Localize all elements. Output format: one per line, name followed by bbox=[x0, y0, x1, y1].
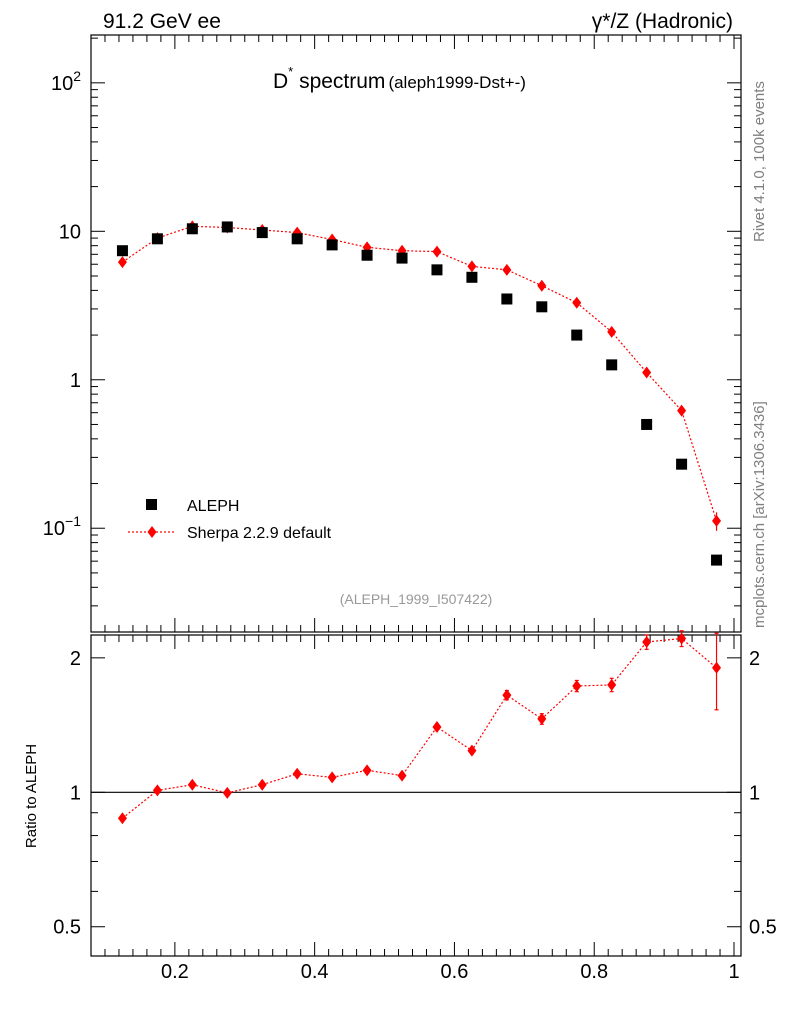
chart-title: D* spectrum (aleph1999-Dst+-) bbox=[273, 64, 526, 93]
aleph-point bbox=[606, 359, 618, 371]
ratio-y-tick-label-left: 1 bbox=[70, 782, 81, 804]
aleph-point bbox=[641, 418, 653, 430]
ratio-y-tick-label-right: 2 bbox=[749, 648, 760, 670]
aleph-point bbox=[326, 239, 338, 251]
legend: ALEPH Sherpa 2.2.9 default bbox=[128, 498, 332, 542]
sherpa-point bbox=[537, 279, 547, 292]
aleph-point bbox=[711, 554, 723, 566]
ratio-point bbox=[607, 678, 617, 691]
ratio-point bbox=[572, 679, 582, 692]
legend-label-sherpa: Sherpa 2.2.9 default bbox=[187, 525, 332, 542]
aleph-point bbox=[536, 301, 548, 313]
y-tick-label: 10 bbox=[59, 221, 81, 243]
aleph-point bbox=[116, 245, 128, 257]
ratio-y-tick-label-right: 0.5 bbox=[749, 917, 777, 939]
sherpa-point bbox=[572, 296, 582, 309]
chart-title-small: (aleph1999-Dst+-) bbox=[388, 73, 526, 92]
ratio-y-tick-label-left: 0.5 bbox=[53, 917, 81, 939]
main-panel-frame bbox=[90, 34, 742, 633]
aleph-point bbox=[466, 271, 478, 283]
sherpa-point bbox=[432, 245, 442, 258]
x-tick-label: 0.6 bbox=[441, 961, 469, 983]
aleph-point bbox=[431, 264, 443, 276]
x-tick-label: 0.4 bbox=[301, 961, 329, 983]
sherpa-point bbox=[467, 260, 477, 273]
ratio-y-tick-label-left: 2 bbox=[70, 648, 81, 670]
ratio-panel-frame bbox=[90, 634, 742, 957]
ratio-point bbox=[257, 778, 267, 791]
ratio-y-tick-label-right: 1 bbox=[749, 782, 760, 804]
y-tick-label: 1 bbox=[70, 370, 81, 392]
aleph-point bbox=[361, 249, 373, 261]
ratio-point bbox=[502, 689, 512, 702]
sherpa-point bbox=[117, 256, 127, 269]
aleph-point bbox=[221, 221, 233, 233]
aleph-point bbox=[256, 227, 268, 239]
chart-title-sup: * bbox=[288, 64, 293, 79]
chart-title-rest: spectrum bbox=[293, 70, 385, 93]
ratio-point bbox=[677, 632, 687, 645]
ratio-point bbox=[537, 712, 547, 725]
ratio-point bbox=[397, 769, 407, 782]
aleph-point bbox=[676, 458, 688, 470]
analysis-watermark: (ALEPH_1999_I507422) bbox=[340, 591, 493, 607]
ratio-ylabel: Ratio to ALEPH bbox=[23, 744, 40, 848]
header-right: γ*/Z (Hadronic) bbox=[592, 10, 733, 33]
ratio-point bbox=[292, 767, 302, 780]
ratio-point bbox=[467, 744, 477, 757]
x-tick-label: 1 bbox=[728, 961, 739, 983]
header-left: 91.2 GeV ee bbox=[103, 10, 221, 33]
aleph-point bbox=[571, 329, 583, 341]
sherpa-point bbox=[677, 404, 687, 417]
ratio-point bbox=[187, 778, 197, 791]
aleph-point bbox=[291, 233, 303, 245]
y-tick-label: 102 bbox=[51, 68, 81, 95]
ratio-point bbox=[362, 764, 372, 777]
ratio-point bbox=[642, 636, 652, 649]
ratio-line bbox=[122, 637, 717, 819]
legend-label-aleph: ALEPH bbox=[187, 498, 239, 515]
ratio-point bbox=[327, 771, 337, 784]
ratio-point bbox=[712, 661, 722, 674]
sherpa-line bbox=[122, 225, 718, 522]
legend-marker-aleph bbox=[146, 499, 157, 510]
sherpa-point bbox=[502, 263, 512, 276]
aleph-point bbox=[186, 223, 198, 235]
ratio-point bbox=[117, 812, 127, 825]
sherpa-point bbox=[607, 325, 617, 338]
sherpa-point bbox=[712, 514, 722, 527]
ratio-point bbox=[152, 784, 162, 797]
rivet-label: Rivet 4.1.0, 100k events bbox=[751, 81, 768, 242]
mcplots-label: mcplots.cern.ch [arXiv:1306.3436] bbox=[751, 401, 768, 628]
aleph-point bbox=[501, 293, 513, 305]
x-tick-label: 0.2 bbox=[161, 961, 189, 983]
ratio-point bbox=[432, 721, 442, 734]
legend-marker-sherpa bbox=[147, 526, 157, 538]
chart-title-main: D bbox=[273, 70, 288, 93]
x-tick-label: 0.8 bbox=[580, 961, 608, 983]
aleph-point bbox=[151, 233, 163, 245]
ratio-point bbox=[222, 786, 232, 799]
y-tick-label: 10−1 bbox=[43, 513, 81, 540]
aleph-point bbox=[396, 252, 408, 264]
sherpa-point bbox=[642, 366, 652, 379]
